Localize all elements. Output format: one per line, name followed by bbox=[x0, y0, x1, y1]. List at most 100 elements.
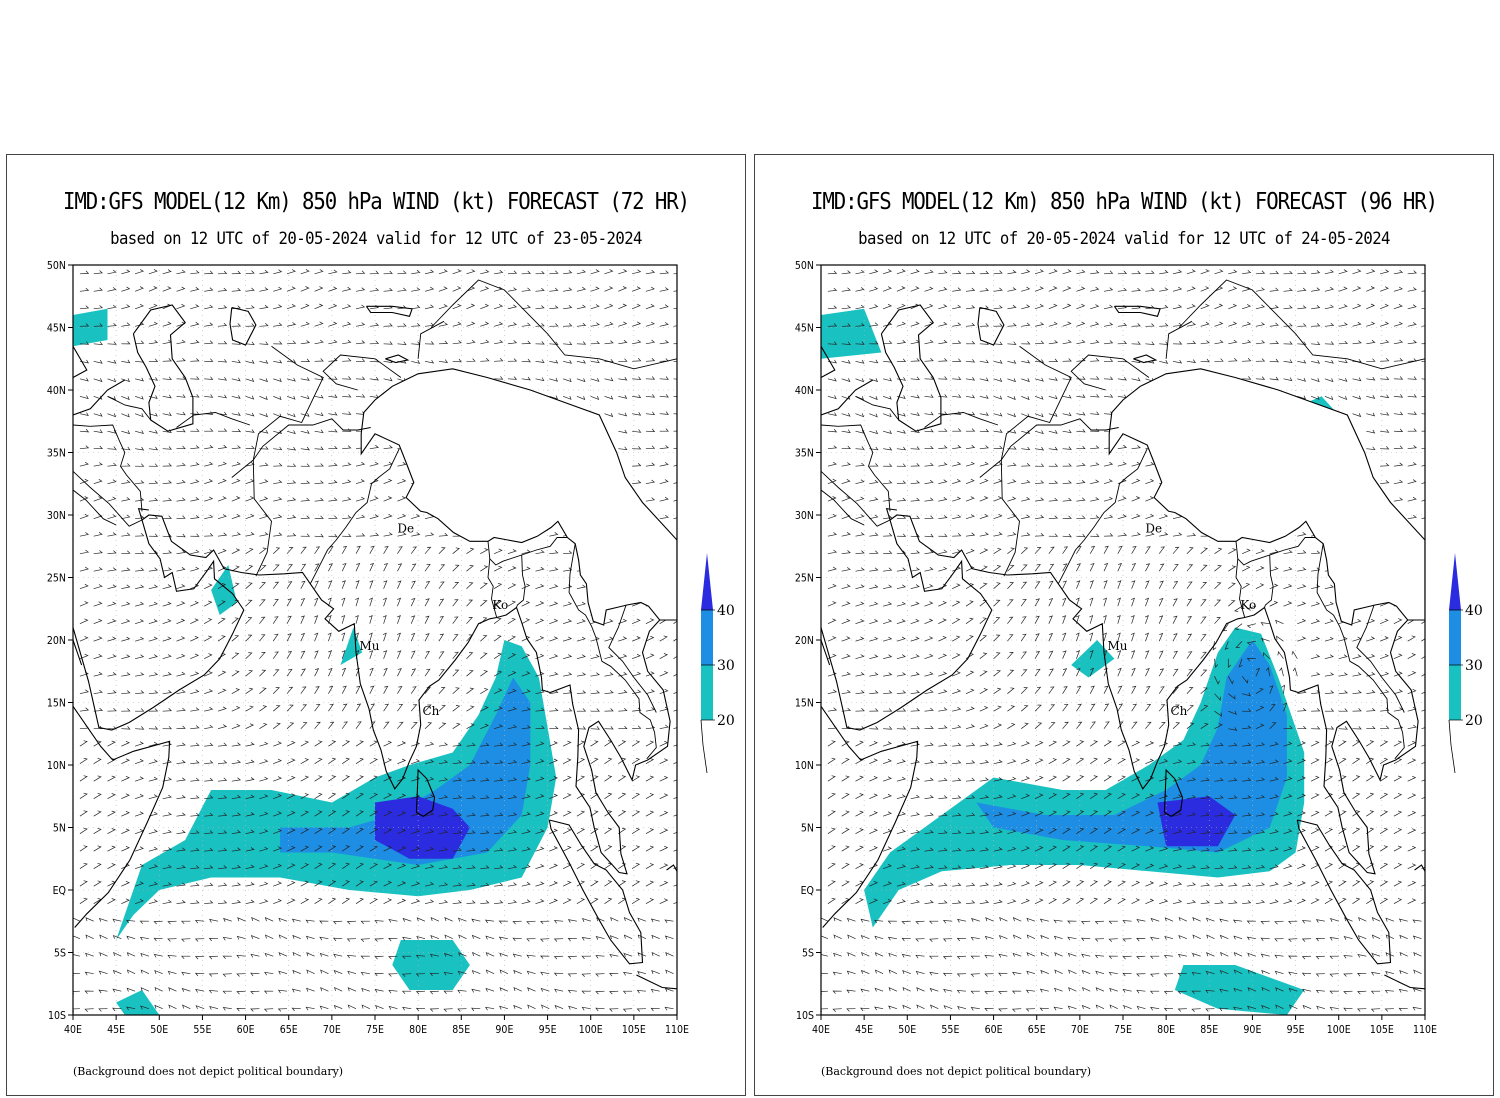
lat-tick-label: 5N bbox=[801, 823, 814, 835]
coastline-aral bbox=[977, 306, 1005, 346]
coastline-borneo bbox=[1414, 864, 1425, 872]
colorbar-band-20-30 bbox=[701, 665, 713, 720]
colorbar-label: 40 bbox=[717, 603, 735, 619]
lon-tick-label: 70E bbox=[323, 1024, 341, 1036]
city-label: Mu bbox=[1107, 639, 1127, 653]
border-line bbox=[1165, 320, 1193, 359]
graticule bbox=[73, 265, 677, 1015]
colorbar-tail bbox=[700, 719, 708, 774]
border-line bbox=[821, 424, 891, 512]
lat-tick-label: 35N bbox=[47, 448, 66, 460]
lon-tick-label: 40E bbox=[64, 1024, 82, 1036]
border-line bbox=[73, 489, 117, 526]
coastline-caspian bbox=[132, 304, 194, 432]
lat-tick-label: 50N bbox=[795, 260, 814, 272]
coastline-caspian bbox=[880, 304, 942, 432]
lon-tick-label: 90E bbox=[495, 1024, 513, 1036]
lat-tick-label: 20N bbox=[47, 635, 66, 647]
border-line bbox=[1235, 541, 1274, 608]
coastline-layer bbox=[73, 279, 677, 990]
coastline-korea_trace bbox=[821, 379, 874, 416]
border-line bbox=[821, 470, 891, 527]
lon-tick-label: 85E bbox=[1200, 1024, 1218, 1036]
lat-tick-label: 10S bbox=[796, 1010, 814, 1022]
forecast-panel-72hr: IMD:GFS MODEL(12 Km) 850 hPa WIND (kt) F… bbox=[6, 154, 746, 1096]
border-line bbox=[231, 345, 324, 478]
lon-tick-label: 75E bbox=[1114, 1024, 1132, 1036]
lon-tick-label: 110E bbox=[1413, 1024, 1437, 1036]
colorbar-label: 20 bbox=[1465, 713, 1483, 729]
border-line bbox=[1316, 543, 1345, 638]
colorbar-label: 30 bbox=[717, 658, 735, 674]
lon-tick-label: 95E bbox=[1287, 1024, 1305, 1036]
border-line bbox=[1057, 448, 1148, 585]
border-line bbox=[1269, 537, 1316, 556]
border-line bbox=[855, 395, 900, 421]
lon-tick-label: 100E bbox=[579, 1024, 603, 1036]
border-line bbox=[1070, 354, 1150, 391]
city-label: Ch bbox=[1170, 704, 1187, 718]
axis-ticks: 40E 45E 50E 55E 60E 65E 70E 75E 80E 85E 90E 95E 100E… bbox=[795, 260, 1437, 1036]
lon-tick-label: 80E bbox=[409, 1024, 427, 1036]
high-terrain-mask bbox=[360, 368, 677, 626]
coastline-india bbox=[1057, 583, 1425, 875]
coastline-horn bbox=[73, 705, 171, 928]
city-label: Ch bbox=[422, 704, 439, 718]
lon-tick-label: 60E bbox=[237, 1024, 255, 1036]
coastline-issyk bbox=[385, 354, 410, 364]
lat-tick-label: 35N bbox=[795, 448, 814, 460]
border-line bbox=[107, 395, 152, 421]
coastline-issyk bbox=[1133, 354, 1158, 364]
lat-tick-label: 5S bbox=[54, 948, 66, 960]
lon-tick-label: 105E bbox=[1370, 1024, 1394, 1036]
border-line bbox=[924, 412, 999, 428]
panel-subtitle: based on 12 UTC of 20-05-2024 valid for … bbox=[110, 229, 642, 249]
coastline-java bbox=[1384, 974, 1425, 990]
border-line bbox=[1343, 637, 1405, 760]
wind-map: Mu Ch Ko De 40E 45E 50E 55E 60E 65E 70E 75E 80E 85E 90… bbox=[795, 260, 1483, 1036]
colorbar-band-30-40 bbox=[1449, 610, 1461, 665]
border-line bbox=[521, 537, 568, 556]
lat-tick-label: 20N bbox=[795, 635, 814, 647]
coastline-java bbox=[636, 974, 677, 990]
lat-tick-label: 15N bbox=[47, 698, 66, 710]
lat-tick-label: 50N bbox=[47, 260, 66, 272]
header bbox=[0, 0, 1500, 150]
colorbar-label: 20 bbox=[717, 713, 735, 729]
lat-tick-label: 45N bbox=[47, 323, 66, 335]
border-line bbox=[821, 489, 865, 526]
coastline-persiangulf_n bbox=[885, 508, 897, 521]
lat-tick-label: 25N bbox=[795, 573, 814, 585]
lat-tick-label: 45N bbox=[795, 323, 814, 335]
wind-barb-layer bbox=[821, 269, 1425, 1012]
wind-speed-region-20kt bbox=[73, 308, 108, 347]
wind-speed-region-20kt bbox=[821, 308, 882, 359]
border-line bbox=[430, 279, 677, 370]
border-line bbox=[1000, 418, 1119, 577]
coastline-arabia bbox=[821, 514, 1059, 731]
lon-tick-label: 110E bbox=[665, 1024, 689, 1036]
lat-tick-label: 30N bbox=[795, 510, 814, 522]
colorbar-arrow-tip bbox=[1449, 553, 1461, 610]
wind-speed-region-20kt bbox=[392, 940, 470, 990]
border-line bbox=[487, 558, 498, 618]
border-line bbox=[1178, 279, 1425, 370]
border-line bbox=[417, 320, 445, 359]
coastline-balkhash bbox=[1113, 305, 1161, 317]
lon-tick-label: 70E bbox=[1071, 1024, 1089, 1036]
border-line bbox=[595, 637, 657, 760]
border-line bbox=[73, 424, 143, 512]
axis-ticks: 40E 45E 50E 55E 60E 65E 70E 75E 80E 85E 90E 95E 100E… bbox=[47, 260, 689, 1036]
coastline-layer bbox=[821, 279, 1425, 990]
lon-tick-label: 55E bbox=[941, 1024, 959, 1036]
lat-tick-label: 25N bbox=[47, 573, 66, 585]
coastline-blacksea bbox=[73, 346, 88, 378]
coastline-arabia bbox=[73, 514, 311, 731]
boundary-disclaimer: (Background does not depict political bo… bbox=[821, 1065, 1092, 1078]
wind-speed-region-30kt bbox=[280, 677, 531, 865]
coastline-horn bbox=[821, 705, 919, 928]
lon-tick-label: 65E bbox=[280, 1024, 298, 1036]
city-label: Ko bbox=[1240, 598, 1256, 612]
city-label: Mu bbox=[359, 639, 379, 653]
city-label: Ko bbox=[492, 598, 508, 612]
